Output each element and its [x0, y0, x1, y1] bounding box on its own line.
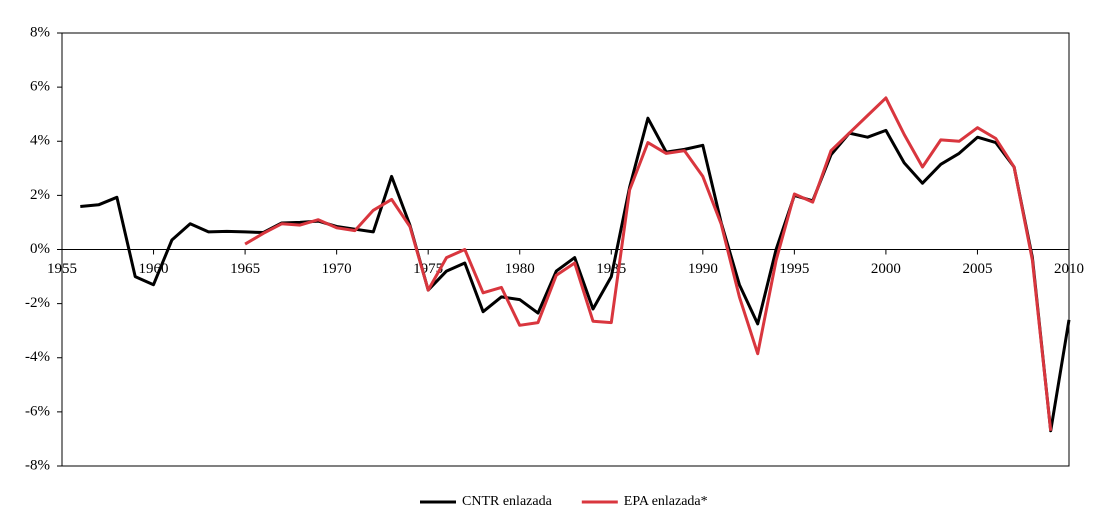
y-tick-label: 8%: [30, 24, 50, 40]
y-tick-label: 0%: [30, 241, 50, 257]
x-tick-label: 1960: [139, 261, 169, 277]
series-line: [80, 116, 1071, 433]
y-tick-label: -6%: [25, 403, 50, 419]
y-tick-label: -8%: [25, 457, 50, 473]
legend-label: CNTR enlazada: [462, 494, 553, 509]
x-tick-label: 1980: [505, 261, 535, 277]
x-tick-label: 1955: [47, 261, 77, 277]
x-tick-label: 1965: [230, 261, 260, 277]
legend-label: EPA enlazada*: [624, 494, 708, 509]
x-tick-label: 2010: [1054, 261, 1084, 277]
y-tick-label: -4%: [25, 349, 50, 365]
y-tick-label: 6%: [30, 79, 50, 95]
y-tick-label: 2%: [30, 187, 50, 203]
x-tick-label: 1990: [688, 261, 718, 277]
x-tick-label: 1970: [322, 261, 352, 277]
series-line: [244, 96, 1053, 431]
x-tick-label: 1995: [779, 261, 809, 277]
x-tick-label: 2005: [962, 261, 992, 277]
y-tick-label: 4%: [30, 133, 50, 149]
x-tick-label: 2000: [871, 261, 901, 277]
y-tick-label: -2%: [25, 295, 50, 311]
